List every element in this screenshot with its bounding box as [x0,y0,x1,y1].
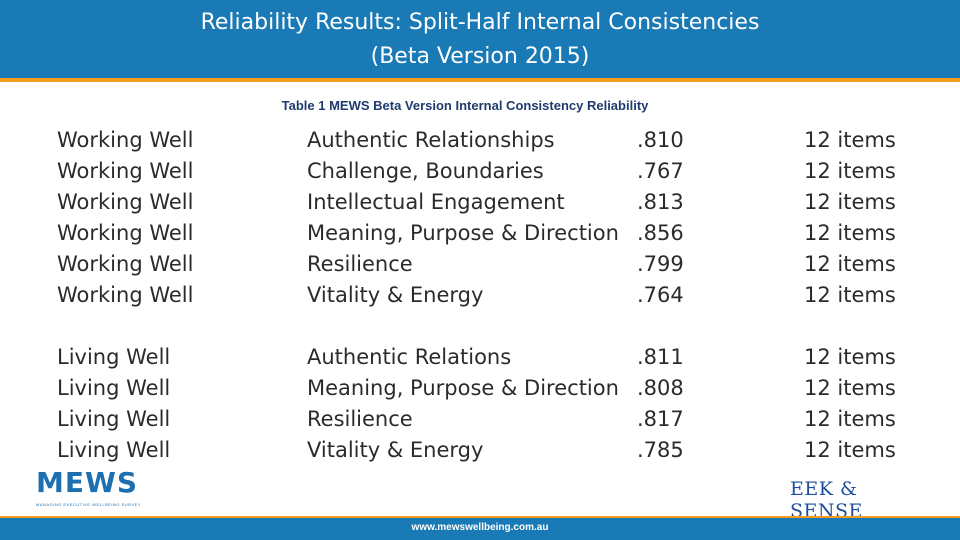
reliability-value-cell: .799 [637,252,684,276]
footer-accent-stripe [0,516,960,518]
reliability-value-cell: .767 [637,159,684,183]
item-count-cell: 12 items [804,345,896,369]
group-cell: Living Well [57,407,171,431]
scale-cell: Authentic Relations [307,345,512,369]
page-title-line2: (Beta Version 2015) [370,44,590,69]
reliability-value-cell: .811 [637,345,684,369]
reliability-value-cell: .785 [637,438,684,462]
header-bar: Reliability Results: Split-Half Internal… [0,0,960,78]
reliability-value-cell: .813 [637,190,684,214]
item-count-cell: 12 items [804,128,896,152]
eek-and-sense-logo: EEK & SENSE [790,478,930,522]
scale-cell: Authentic Relationships [307,128,555,152]
item-count-cell: 12 items [804,221,896,245]
footer-bar: www.mewswellbeing.com.au [0,518,960,540]
scale-cell: Resilience [307,252,413,276]
scale-cell: Resilience [307,407,413,431]
group-cell: Working Well [57,283,194,307]
group-cell: Working Well [57,190,194,214]
mews-logo-text: MEWS [36,466,139,499]
reliability-value-cell: .808 [637,376,684,400]
group-cell: Working Well [57,252,194,276]
reliability-value-cell: .856 [637,221,684,245]
scale-cell: Vitality & Energy [307,283,484,307]
scale-cell: Intellectual Engagement [307,190,565,214]
item-count-cell: 12 items [804,283,896,307]
header-accent-stripe [0,78,960,82]
group-cell: Working Well [57,221,194,245]
group-cell: Working Well [57,159,194,183]
scale-cell: Meaning, Purpose & Direction [307,376,619,400]
group-cell: Living Well [57,438,171,462]
item-count-cell: 12 items [804,376,896,400]
item-count-cell: 12 items [804,438,896,462]
mews-logo-tagline: MANAGING EXECUTIVE WELLBEING SURVEY [36,502,142,507]
website-url: www.mewswellbeing.com.au [411,522,549,533]
item-count-cell: 12 items [804,159,896,183]
page-title-line1: Reliability Results: Split-Half Internal… [200,10,760,35]
item-count-cell: 12 items [804,190,896,214]
scale-cell: Vitality & Energy [307,438,484,462]
mews-logo: MEWS MANAGING EXECUTIVE WELLBEING SURVEY [36,466,142,510]
scale-cell: Challenge, Boundaries [307,159,544,183]
scale-cell: Meaning, Purpose & Direction [307,221,619,245]
group-cell: Working Well [57,128,194,152]
reliability-value-cell: .764 [637,283,684,307]
group-cell: Living Well [57,376,171,400]
group-cell: Living Well [57,345,171,369]
item-count-cell: 12 items [804,407,896,431]
reliability-value-cell: .810 [637,128,684,152]
item-count-cell: 12 items [804,252,896,276]
reliability-value-cell: .817 [637,407,684,431]
table-caption: Table 1 MEWS Beta Version Internal Consi… [281,98,649,113]
